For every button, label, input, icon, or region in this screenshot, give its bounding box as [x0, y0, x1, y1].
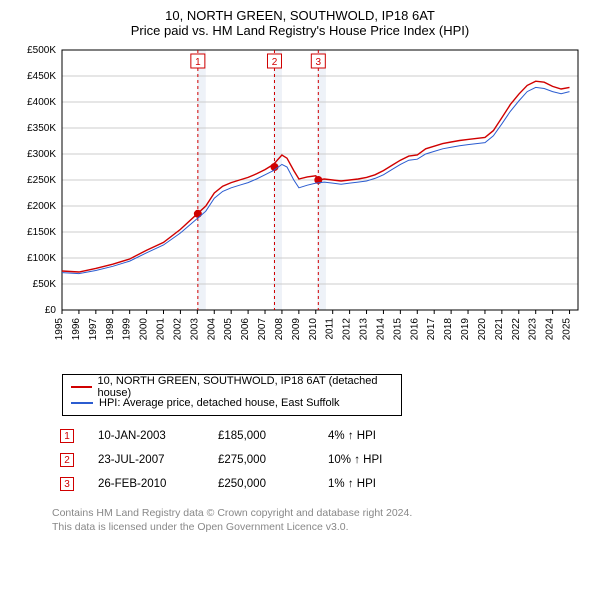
event-row: 3 26-FEB-2010£250,0001% ↑ HPI — [52, 472, 588, 496]
chart-title: 10, NORTH GREEN, SOUTHWOLD, IP18 6AT — [12, 8, 588, 23]
event-delta: 1% ↑ HPI — [328, 478, 376, 490]
svg-text:3: 3 — [316, 57, 322, 68]
svg-text:£300K: £300K — [27, 149, 56, 160]
svg-text:£450K: £450K — [27, 71, 56, 82]
event-date: 23-JUL-2007 — [98, 454, 218, 466]
event-price: £185,000 — [218, 430, 328, 442]
svg-text:£50K: £50K — [33, 279, 57, 290]
event-date: 26-FEB-2010 — [98, 478, 218, 490]
event-delta: 10% ↑ HPI — [328, 454, 382, 466]
svg-text:2011: 2011 — [325, 318, 336, 340]
legend-label: HPI: Average price, detached house, East… — [99, 397, 340, 409]
svg-text:1995: 1995 — [54, 318, 65, 341]
svg-text:2025: 2025 — [562, 318, 573, 341]
svg-text:2024: 2024 — [545, 318, 556, 341]
svg-text:2004: 2004 — [206, 318, 217, 341]
svg-text:2010: 2010 — [308, 318, 319, 341]
svg-text:1996: 1996 — [71, 318, 82, 341]
chart-container: 10, NORTH GREEN, SOUTHWOLD, IP18 6AT Pri… — [0, 0, 600, 590]
svg-text:2019: 2019 — [460, 318, 471, 341]
svg-text:2001: 2001 — [156, 318, 167, 341]
svg-text:£200K: £200K — [27, 201, 56, 212]
svg-text:1999: 1999 — [122, 318, 133, 341]
event-marker: 2 — [60, 453, 74, 467]
legend-swatch — [71, 402, 93, 404]
svg-text:2021: 2021 — [494, 318, 505, 341]
svg-text:2007: 2007 — [257, 318, 268, 341]
event-delta: 4% ↑ HPI — [328, 430, 376, 442]
svg-text:1: 1 — [195, 57, 201, 68]
legend-item: 10, NORTH GREEN, SOUTHWOLD, IP18 6AT (de… — [71, 379, 393, 395]
legend: 10, NORTH GREEN, SOUTHWOLD, IP18 6AT (de… — [62, 374, 402, 416]
svg-text:1998: 1998 — [105, 318, 116, 341]
event-marker: 1 — [60, 429, 74, 443]
svg-text:2012: 2012 — [342, 318, 353, 341]
chart-subtitle: Price paid vs. HM Land Registry's House … — [12, 23, 588, 38]
svg-text:2020: 2020 — [477, 318, 488, 341]
chart-area: £0 £50K £100K £150K £200K £250K £300K £350K £400… — [12, 44, 588, 364]
svg-text:£250K: £250K — [27, 175, 56, 186]
title-block: 10, NORTH GREEN, SOUTHWOLD, IP18 6AT Pri… — [12, 8, 588, 38]
footer-attribution: Contains HM Land Registry data © Crown c… — [52, 506, 588, 534]
event-price: £275,000 — [218, 454, 328, 466]
event-date: 10-JAN-2003 — [98, 430, 218, 442]
svg-text:£500K: £500K — [27, 45, 56, 56]
footer-line-2: This data is licensed under the Open Gov… — [52, 520, 588, 534]
svg-text:2018: 2018 — [443, 318, 454, 341]
event-row: 1 10-JAN-2003£185,0004% ↑ HPI — [52, 424, 588, 448]
events-table: 1 10-JAN-2003£185,0004% ↑ HPI 2 23-JUL-2007… — [52, 424, 588, 496]
svg-text:£400K: £400K — [27, 97, 56, 108]
svg-text:1997: 1997 — [88, 318, 99, 341]
svg-text:2: 2 — [272, 57, 278, 68]
svg-text:2009: 2009 — [291, 318, 302, 341]
svg-text:2006: 2006 — [240, 318, 251, 341]
svg-text:2000: 2000 — [139, 318, 150, 341]
svg-text:2008: 2008 — [274, 318, 285, 341]
svg-text:2003: 2003 — [189, 318, 200, 341]
svg-text:£0: £0 — [45, 305, 57, 316]
event-marker: 3 — [60, 477, 74, 491]
svg-text:2017: 2017 — [426, 318, 437, 341]
svg-text:2023: 2023 — [528, 318, 539, 341]
footer-line-1: Contains HM Land Registry data © Crown c… — [52, 506, 588, 520]
event-price: £250,000 — [218, 478, 328, 490]
svg-text:£350K: £350K — [27, 123, 56, 134]
svg-text:2014: 2014 — [375, 318, 386, 341]
svg-text:£150K: £150K — [27, 227, 56, 238]
svg-text:2005: 2005 — [223, 318, 234, 341]
svg-text:2015: 2015 — [392, 318, 403, 341]
legend-label: 10, NORTH GREEN, SOUTHWOLD, IP18 6AT (de… — [98, 375, 393, 399]
event-row: 2 23-JUL-2007£275,00010% ↑ HPI — [52, 448, 588, 472]
svg-text:£100K: £100K — [27, 253, 56, 264]
svg-text:2002: 2002 — [172, 318, 183, 341]
line-chart-svg: £0 £50K £100K £150K £200K £250K £300K £350K £400… — [12, 44, 588, 364]
legend-swatch — [71, 386, 92, 388]
svg-text:2013: 2013 — [359, 318, 370, 341]
svg-text:2016: 2016 — [409, 318, 420, 341]
svg-text:2022: 2022 — [511, 318, 522, 341]
